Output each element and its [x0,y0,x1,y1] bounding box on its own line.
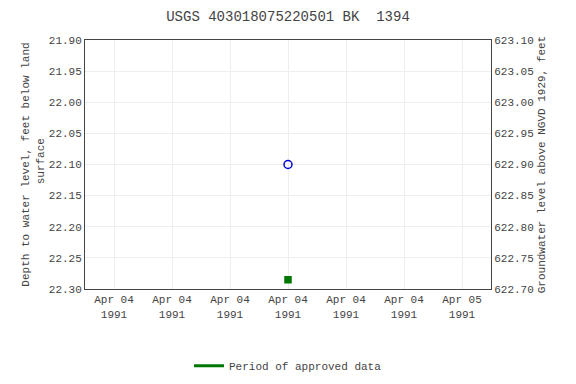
svg-text:Apr 041991: Apr 041991 [268,294,308,320]
svg-text:623.10: 623.10 [494,35,534,47]
svg-text:21.95: 21.95 [49,66,82,78]
svg-text:623.00: 623.00 [494,97,534,109]
svg-text:622.90: 622.90 [494,159,534,171]
svg-text:Depth to water level, feet bel: Depth to water level, feet below land su… [20,42,46,286]
svg-text:622.70: 622.70 [494,284,534,296]
svg-text:Apr 041991: Apr 041991 [152,294,192,320]
svg-text:22.30: 22.30 [49,284,82,296]
svg-text:22.20: 22.20 [49,222,82,234]
svg-text:22.15: 22.15 [49,190,82,202]
svg-text:622.75: 622.75 [494,253,534,265]
svg-text:Apr 041991: Apr 041991 [94,294,134,320]
svg-text:21.90: 21.90 [49,35,82,47]
svg-text:22.10: 22.10 [49,159,82,171]
svg-text:Period of approved data: Period of approved data [229,361,381,373]
svg-text:22.25: 22.25 [49,253,82,265]
svg-text:Apr 051991: Apr 051991 [442,294,482,320]
svg-text:623.05: 623.05 [494,66,534,78]
svg-text:Apr 041991: Apr 041991 [326,294,366,320]
svg-text:22.00: 22.00 [49,97,82,109]
svg-text:Groundwater level above NGVD 1: Groundwater level above NGVD 1929, feet [536,36,548,293]
svg-text:622.80: 622.80 [494,222,534,234]
svg-text:622.95: 622.95 [494,128,534,140]
svg-text:USGS 403018075220501 BK 1394: USGS 403018075220501 BK 1394 [166,9,410,25]
svg-text:622.85: 622.85 [494,190,534,202]
svg-text:22.05: 22.05 [49,128,82,140]
svg-text:Apr 041991: Apr 041991 [210,294,250,320]
svg-text:Apr 041991: Apr 041991 [384,294,424,320]
